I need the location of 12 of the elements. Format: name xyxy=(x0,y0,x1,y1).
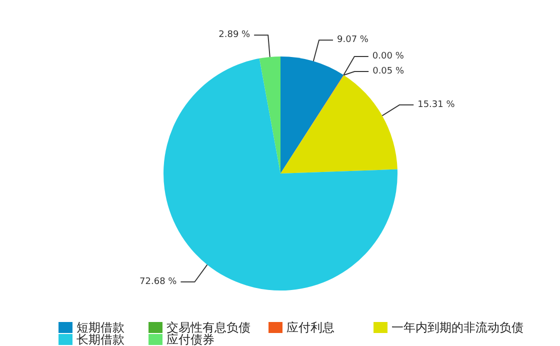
data-label: 72.68 % xyxy=(140,276,178,287)
data-label: 9.07 % xyxy=(337,35,369,46)
legend-label: 短期借款 xyxy=(76,320,124,334)
text: 0.00 % xyxy=(372,51,404,62)
legend-label: 应付利息 xyxy=(286,320,334,334)
data-label: 0.05 % xyxy=(372,66,404,76)
legend-label: 长期借款 xyxy=(76,332,124,346)
data-label: 15.31 % xyxy=(418,100,456,110)
legend-label: 应付债券 xyxy=(166,332,214,346)
legend-label: 一年内到期的非流动负债 xyxy=(392,320,524,334)
legend-label: 交易性有息负债 xyxy=(166,320,250,334)
data-label: 2.89 % xyxy=(218,30,251,40)
